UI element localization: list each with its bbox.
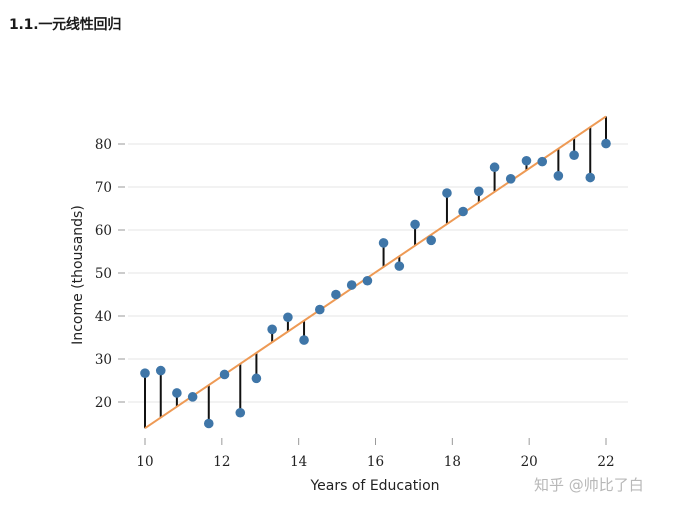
data-point — [521, 155, 532, 166]
x-tick-label-12: 12 — [213, 454, 230, 470]
data-point — [378, 238, 389, 248]
x-tick-label-20: 20 — [521, 454, 538, 470]
data-point — [155, 365, 166, 376]
x-axis-label: Years of Education — [309, 478, 439, 494]
data-point — [267, 324, 277, 335]
y-tick-label-40: 40 — [95, 309, 112, 325]
x-tick-label-16: 16 — [367, 454, 384, 470]
data-point — [172, 388, 182, 398]
y-tick-label-60: 60 — [95, 223, 112, 239]
data-point — [601, 138, 611, 149]
data-point — [251, 373, 262, 384]
data-point — [553, 171, 564, 181]
data-point — [410, 219, 420, 230]
data-point — [442, 188, 452, 198]
data-point — [458, 206, 468, 217]
x-tick-label-14: 14 — [290, 454, 307, 470]
section-heading: 1.1.一元线性回归 — [9, 17, 122, 33]
data-point — [585, 172, 596, 183]
data-point — [283, 312, 293, 323]
data-point — [474, 186, 484, 197]
data-point — [346, 280, 357, 290]
data-point — [505, 174, 516, 184]
regression-fit-line — [144, 115, 607, 430]
watermark: 知乎 @帅比了白 — [534, 476, 644, 494]
data-point — [187, 392, 198, 402]
data-point — [394, 261, 405, 271]
y-tick-label-50: 50 — [95, 266, 112, 282]
data-point — [314, 304, 325, 315]
y-tick-label-30: 30 — [95, 352, 112, 368]
data-point — [331, 289, 341, 300]
x-tick-label-10: 10 — [136, 454, 153, 470]
data-point — [489, 162, 500, 173]
data-point — [362, 275, 373, 286]
fit-line-group — [144, 115, 607, 430]
y-tick-label-70: 70 — [95, 180, 112, 196]
data-point — [219, 369, 230, 380]
y-tick-label-20: 20 — [95, 395, 112, 411]
y-tick-label-80: 80 — [95, 137, 112, 153]
data-point — [426, 235, 437, 246]
x-tick-label-18: 18 — [444, 454, 461, 470]
data-points — [140, 138, 611, 429]
x-tick-label-22: 22 — [597, 454, 614, 470]
y-axis-label: Income (thousands) — [70, 205, 86, 345]
grid-lines — [118, 143, 628, 445]
data-point — [203, 418, 214, 429]
x-tick-labels: 10 12 14 16 18 20 22 — [136, 454, 614, 470]
data-point — [140, 368, 150, 378]
data-point — [569, 150, 579, 160]
data-point — [299, 335, 309, 345]
data-point — [235, 407, 246, 418]
y-tick-labels: 20 30 40 50 60 70 80 — [95, 137, 112, 411]
data-point — [537, 156, 548, 167]
